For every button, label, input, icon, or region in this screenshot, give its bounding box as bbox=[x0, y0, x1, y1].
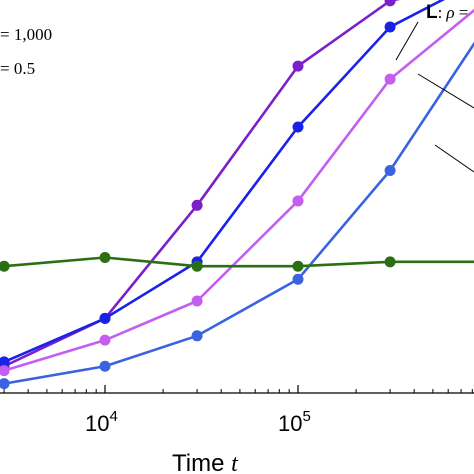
x-axis-label-var: t bbox=[231, 451, 239, 474]
corner-label-symbol: ρ bbox=[445, 3, 454, 22]
series-5 bbox=[0, 252, 474, 272]
series-5-point-4 bbox=[292, 260, 304, 272]
x-tick-label-1-exp: 4 bbox=[109, 408, 117, 425]
series-layer bbox=[0, 0, 474, 390]
series-3-point-2 bbox=[99, 334, 111, 346]
leader-line-2 bbox=[417, 73, 474, 109]
series-3-line bbox=[3, 8, 474, 372]
series-2 bbox=[0, 0, 446, 368]
leader-line-3 bbox=[434, 144, 474, 173]
series-1 bbox=[0, 0, 401, 372]
series-2-point-5 bbox=[384, 21, 396, 33]
series-4-line bbox=[3, 41, 474, 385]
x-axis-label-text: Time bbox=[172, 450, 231, 474]
series-3-point-1 bbox=[0, 365, 10, 377]
series-2-point-4 bbox=[292, 121, 304, 133]
series-1-point-3 bbox=[191, 199, 203, 211]
x-tick-label-2: 105 bbox=[278, 408, 311, 436]
param2-text: = 0.5 bbox=[0, 59, 35, 78]
series-1-point-4 bbox=[292, 60, 304, 72]
series-5-point-5 bbox=[384, 256, 396, 268]
series-2-point-1 bbox=[0, 356, 10, 368]
series-1-point-5 bbox=[384, 0, 396, 7]
annotation-leaders bbox=[395, 21, 474, 173]
series-3-point-5 bbox=[384, 73, 396, 85]
x-axis-label: Time t bbox=[172, 450, 239, 474]
series-4-point-4 bbox=[292, 273, 304, 285]
tick-layer: 104 105 bbox=[3, 385, 473, 436]
series-3 bbox=[0, 8, 474, 377]
leader-line-1 bbox=[395, 21, 419, 61]
series-4-point-1 bbox=[0, 378, 10, 390]
series-5-point-2 bbox=[99, 252, 111, 263]
series-4 bbox=[0, 41, 474, 390]
series-5-point-3 bbox=[191, 260, 203, 272]
series-5-point-1 bbox=[0, 260, 10, 272]
x-tick-label-1: 104 bbox=[85, 408, 118, 436]
series-5-line bbox=[3, 256, 474, 268]
series-2-point-2 bbox=[99, 312, 111, 324]
corner-label: L: ρ = bbox=[426, 2, 468, 23]
series-2-line bbox=[3, 0, 446, 364]
series-4-point-3 bbox=[191, 330, 203, 342]
x-tick-label-1-base: 10 bbox=[85, 411, 109, 436]
series-3-point-3 bbox=[191, 295, 203, 307]
x-tick-label-2-exp: 5 bbox=[302, 408, 310, 425]
corner-label-letter: L bbox=[426, 2, 438, 23]
corner-label-tail: = bbox=[455, 3, 469, 22]
corner-label-sep: : bbox=[438, 3, 443, 22]
x-tick-label-2-base: 10 bbox=[278, 411, 302, 436]
series-4-point-5 bbox=[384, 165, 396, 176]
series-3-point-4 bbox=[292, 195, 304, 207]
series-4-point-2 bbox=[99, 360, 111, 372]
param1-text: = 1,000 bbox=[0, 25, 52, 44]
